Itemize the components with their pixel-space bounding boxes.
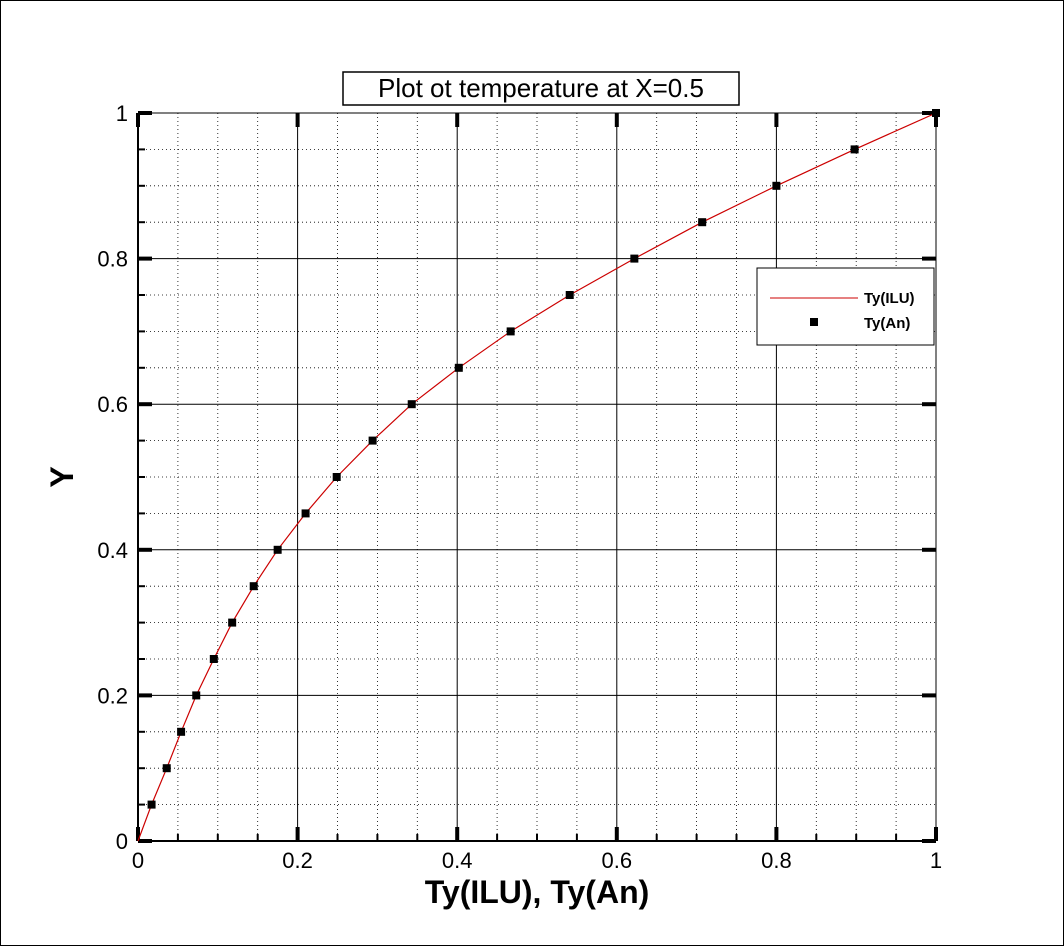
data-point-an	[698, 218, 707, 227]
grid	[137, 112, 937, 842]
data-point-an	[301, 509, 310, 518]
y-tick-label: 1	[116, 101, 128, 126]
data-point-an	[273, 545, 282, 554]
axes: 0 0.2 0.4 0.6 0.8 1 0 0.2 0.4 0.6 0.8 1	[97, 101, 942, 873]
x-tick-label: 0.6	[602, 848, 633, 873]
data-point-an	[565, 291, 574, 299]
legend-box	[756, 267, 935, 346]
chart-title-box	[342, 71, 740, 106]
y-axis-title: Y	[44, 466, 80, 487]
data-point-an	[177, 727, 186, 736]
y-tick-label: 0.6	[97, 392, 128, 417]
data-point-an	[147, 800, 156, 809]
data-point-an	[332, 473, 341, 481]
chart-title: Plot ot temperature at X=0.5	[378, 73, 704, 103]
data-point-an	[506, 327, 515, 336]
data-point-an	[209, 655, 218, 663]
x-tick-label: 1	[930, 848, 942, 873]
y-tick-label: 0.4	[97, 538, 128, 563]
data-point-an	[249, 582, 258, 591]
data-point-an	[228, 618, 237, 627]
x-tick-label: 0.4	[442, 848, 473, 873]
x-axis-title: Ty(ILU), Ty(An)	[425, 874, 650, 910]
data-point-an	[407, 400, 416, 409]
data-layer	[137, 109, 940, 842]
data-point-an	[192, 691, 201, 700]
legend-label-ilu: Ty(ILU)	[864, 290, 915, 307]
y-tick-label: 0	[116, 829, 128, 854]
data-point-an	[630, 254, 639, 263]
data-point-an	[850, 145, 859, 154]
y-tick-label: 0.8	[97, 247, 128, 272]
x-tick-label: 0.8	[761, 848, 792, 873]
legend-marker-swatch	[810, 318, 818, 326]
data-point-an	[772, 181, 781, 190]
legend: Ty(ILU) Ty(An)	[756, 267, 935, 346]
data-point-an	[162, 764, 171, 773]
chart-title-group: Plot ot temperature at X=0.5	[342, 71, 740, 106]
y-tick-label: 0.2	[97, 683, 128, 708]
data-point-an	[368, 436, 377, 445]
x-tick-label: 0.2	[282, 848, 313, 873]
x-tick-label: 0	[132, 848, 144, 873]
data-point-an	[932, 109, 940, 117]
data-point-an	[454, 363, 463, 372]
legend-label-an: Ty(An)	[864, 315, 910, 332]
